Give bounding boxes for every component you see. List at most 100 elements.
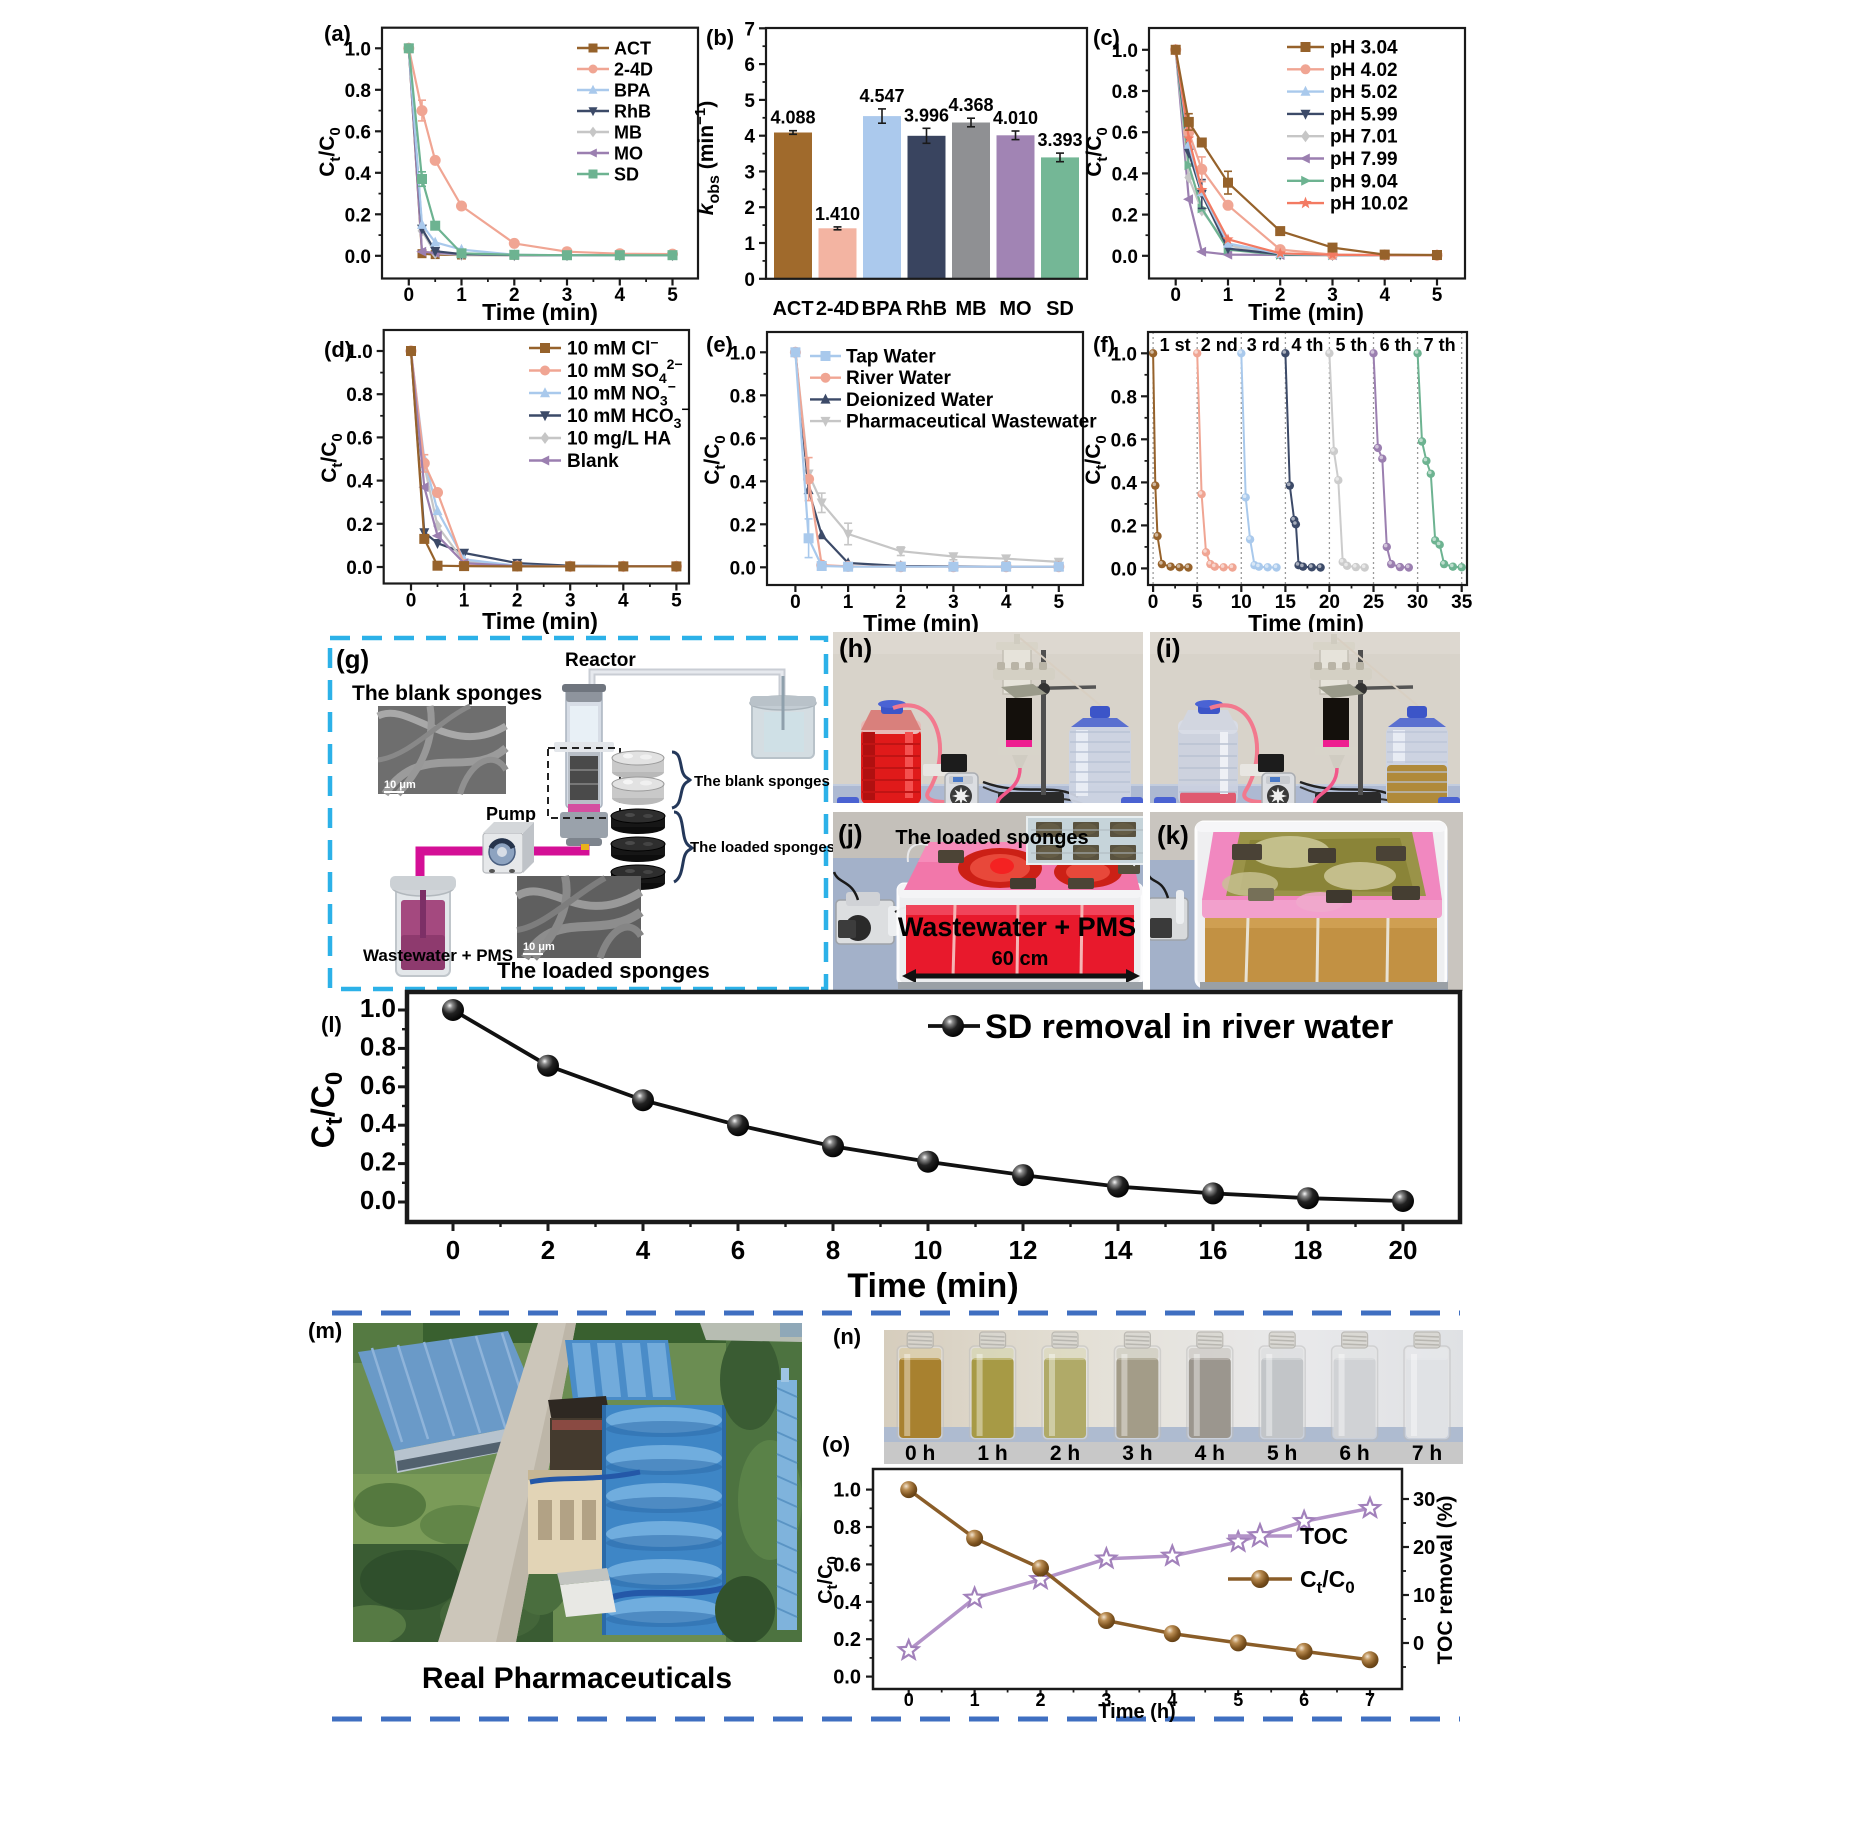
svg-text:7: 7 <box>744 19 755 40</box>
svg-text:SD removal in river water: SD removal in river water <box>985 1008 1393 1046</box>
svg-text:Wastewater + PMS: Wastewater + PMS <box>898 912 1136 942</box>
svg-text:Time (min): Time (min) <box>1248 610 1364 636</box>
svg-text:0.0: 0.0 <box>360 1185 396 1215</box>
svg-text:3: 3 <box>744 162 755 183</box>
svg-text:SD: SD <box>1046 298 1074 320</box>
svg-text:3: 3 <box>948 592 959 613</box>
svg-text:(c): (c) <box>1093 25 1120 50</box>
svg-text:3 rd: 3 rd <box>1247 335 1280 355</box>
svg-text:20: 20 <box>1413 1537 1435 1559</box>
svg-text:pH 7.99: pH 7.99 <box>1330 149 1398 170</box>
svg-text:10 μm: 10 μm <box>384 779 416 791</box>
svg-text:The blank sponges: The blank sponges <box>352 682 542 705</box>
svg-text:0: 0 <box>406 591 417 612</box>
svg-text:1 st: 1 st <box>1160 335 1191 355</box>
svg-text:(k): (k) <box>1157 820 1189 850</box>
svg-text:0: 0 <box>744 270 755 291</box>
svg-text:RhB: RhB <box>614 102 651 122</box>
svg-text:4: 4 <box>636 1235 651 1265</box>
svg-text:(g): (g) <box>336 644 369 674</box>
svg-text:pH 3.04: pH 3.04 <box>1330 38 1398 59</box>
svg-text:(o): (o) <box>822 1432 850 1457</box>
svg-text:0.0: 0.0 <box>345 247 371 268</box>
svg-text:20: 20 <box>1319 592 1340 613</box>
svg-text:1.0: 1.0 <box>346 342 372 363</box>
svg-text:12: 12 <box>1009 1235 1038 1265</box>
svg-text:0.8: 0.8 <box>1112 82 1138 103</box>
svg-text:MB: MB <box>614 123 642 143</box>
svg-text:4 h: 4 h <box>1195 1442 1225 1465</box>
svg-text:Time (min): Time (min) <box>1248 299 1364 325</box>
svg-text:4: 4 <box>618 591 629 612</box>
svg-text:10 mM SO42−: 10 mM SO42− <box>567 356 683 386</box>
svg-text:4: 4 <box>744 127 755 148</box>
svg-text:1: 1 <box>459 591 470 612</box>
svg-text:7 th: 7 th <box>1424 335 1456 355</box>
svg-text:(i): (i) <box>1156 633 1181 663</box>
svg-text:0 h: 0 h <box>905 1442 935 1465</box>
svg-text:TOC removal (%): TOC removal (%) <box>1434 1496 1457 1665</box>
svg-text:14: 14 <box>1104 1235 1133 1265</box>
svg-text:Pharmaceutical Wastewater: Pharmaceutical Wastewater <box>846 412 1097 433</box>
svg-text:0.6: 0.6 <box>360 1070 396 1100</box>
svg-text:6 h: 6 h <box>1339 1442 1369 1465</box>
svg-text:1.0: 1.0 <box>345 39 371 60</box>
svg-text:4 th: 4 th <box>1291 335 1323 355</box>
svg-text:10 mM HCO3−: 10 mM HCO3− <box>567 401 690 431</box>
svg-text:(m): (m) <box>308 1318 342 1343</box>
svg-text:Tap Water: Tap Water <box>846 347 936 368</box>
svg-text:1: 1 <box>843 592 854 613</box>
svg-text:Deionized Water: Deionized Water <box>846 390 994 411</box>
svg-text:5: 5 <box>1054 592 1065 613</box>
svg-text:10: 10 <box>1231 592 1252 613</box>
svg-text:15: 15 <box>1275 592 1297 613</box>
svg-text:1 h: 1 h <box>977 1442 1007 1465</box>
svg-text:0.2: 0.2 <box>833 1629 861 1651</box>
svg-text:2: 2 <box>509 285 520 306</box>
svg-text:0.8: 0.8 <box>1111 387 1137 408</box>
svg-text:30: 30 <box>1407 592 1428 613</box>
svg-text:7 h: 7 h <box>1412 1442 1442 1465</box>
svg-text:0.2: 0.2 <box>346 515 372 536</box>
svg-text:6: 6 <box>744 55 755 76</box>
svg-text:0.6: 0.6 <box>1112 123 1138 144</box>
svg-text:3: 3 <box>565 591 576 612</box>
svg-text:pH 9.04: pH 9.04 <box>1330 171 1398 192</box>
svg-text:4: 4 <box>1001 592 1012 613</box>
svg-text:Blank: Blank <box>567 451 619 472</box>
svg-text:(a): (a) <box>324 21 351 46</box>
svg-text:0.2: 0.2 <box>1112 206 1138 227</box>
svg-text:5: 5 <box>744 91 755 112</box>
svg-text:Ct/C0: Ct/C0 <box>305 1072 348 1148</box>
svg-text:5 th: 5 th <box>1335 335 1367 355</box>
svg-text:0.4: 0.4 <box>1111 473 1138 494</box>
svg-text:0.0: 0.0 <box>833 1667 861 1689</box>
svg-text:10 mM NO3−: 10 mM NO3− <box>567 379 676 409</box>
svg-text:pH 7.01: pH 7.01 <box>1330 127 1398 148</box>
svg-text:35: 35 <box>1451 592 1473 613</box>
svg-text:8: 8 <box>826 1235 840 1265</box>
svg-text:Real Pharmaceuticals: Real Pharmaceuticals <box>422 1662 732 1695</box>
svg-text:25: 25 <box>1363 592 1385 613</box>
svg-text:10: 10 <box>914 1235 943 1265</box>
svg-text:0.8: 0.8 <box>730 386 756 407</box>
svg-text:0: 0 <box>1413 1633 1424 1655</box>
svg-text:pH 4.02: pH 4.02 <box>1330 60 1398 81</box>
svg-text:Ct/C0: Ct/C0 <box>701 435 729 485</box>
svg-text:3: 3 <box>1101 1690 1111 1710</box>
svg-text:Reactor: Reactor <box>565 650 636 671</box>
svg-text:16: 16 <box>1199 1235 1228 1265</box>
svg-text:0.6: 0.6 <box>730 429 756 450</box>
svg-text:Pump: Pump <box>486 804 536 824</box>
svg-text:(h): (h) <box>839 633 872 663</box>
svg-text:3.393: 3.393 <box>1037 130 1082 150</box>
svg-text:20: 20 <box>1389 1235 1418 1265</box>
svg-text:MO: MO <box>614 144 643 164</box>
svg-text:2: 2 <box>1035 1690 1045 1710</box>
svg-text:BPA: BPA <box>862 298 903 320</box>
svg-text:kobs (min−1): kobs (min−1) <box>692 101 723 215</box>
svg-text:0.2: 0.2 <box>360 1147 396 1177</box>
svg-text:1: 1 <box>744 234 755 255</box>
svg-text:4: 4 <box>614 285 625 306</box>
svg-text:0: 0 <box>790 592 801 613</box>
